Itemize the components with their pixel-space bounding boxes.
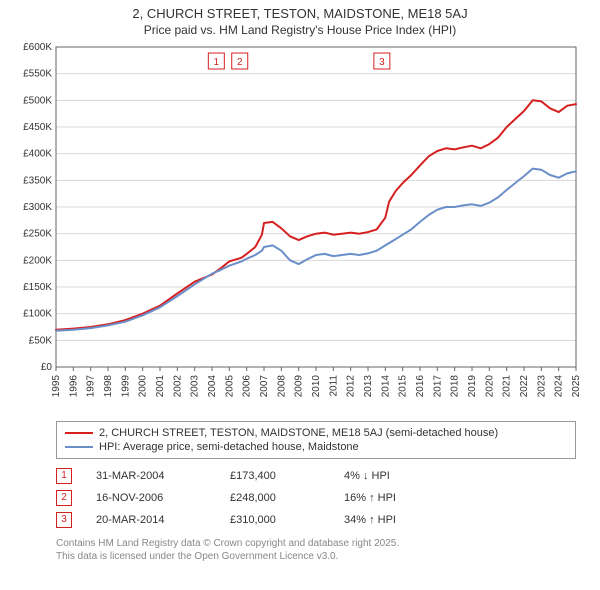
svg-text:£450K: £450K bbox=[23, 122, 52, 133]
svg-text:2016: 2016 bbox=[415, 375, 426, 398]
svg-text:£250K: £250K bbox=[23, 229, 52, 240]
svg-text:2017: 2017 bbox=[432, 375, 443, 398]
svg-text:£500K: £500K bbox=[23, 95, 52, 106]
legend-row: 2, CHURCH STREET, TESTON, MAIDSTONE, ME1… bbox=[65, 426, 567, 440]
svg-text:£350K: £350K bbox=[23, 175, 52, 186]
transaction-marker: 2 bbox=[56, 490, 72, 506]
transaction-row: 2 16-NOV-2006 £248,000 16% ↑ HPI bbox=[10, 487, 590, 509]
svg-text:1999: 1999 bbox=[120, 375, 131, 398]
transaction-delta: 4% ↓ HPI bbox=[344, 470, 454, 482]
footer-line-2: This data is licensed under the Open Gov… bbox=[56, 550, 590, 563]
svg-text:2002: 2002 bbox=[172, 375, 183, 398]
transaction-date: 16-NOV-2006 bbox=[96, 492, 206, 504]
transaction-delta: 34% ↑ HPI bbox=[344, 514, 454, 526]
legend-row: HPI: Average price, semi-detached house,… bbox=[65, 440, 567, 454]
svg-text:£550K: £550K bbox=[23, 69, 52, 80]
svg-text:2004: 2004 bbox=[207, 375, 218, 398]
svg-text:2: 2 bbox=[237, 57, 243, 68]
legend-label: 2, CHURCH STREET, TESTON, MAIDSTONE, ME1… bbox=[99, 427, 498, 439]
svg-text:2015: 2015 bbox=[398, 375, 409, 398]
footer-attribution: Contains HM Land Registry data © Crown c… bbox=[10, 531, 590, 563]
legend-swatch bbox=[65, 432, 93, 434]
chart-subtitle: Price paid vs. HM Land Registry's House … bbox=[10, 23, 590, 37]
svg-text:£50K: £50K bbox=[29, 335, 53, 346]
svg-text:2006: 2006 bbox=[242, 375, 253, 398]
legend-swatch bbox=[65, 446, 93, 448]
svg-text:£200K: £200K bbox=[23, 255, 52, 266]
transaction-date: 31-MAR-2004 bbox=[96, 470, 206, 482]
svg-text:1: 1 bbox=[214, 57, 220, 68]
line-chart-svg: £0 £50K £100K £150K £200K £250K £300K £350K £400… bbox=[10, 43, 590, 413]
svg-text:2022: 2022 bbox=[519, 375, 530, 398]
transaction-row: 1 31-MAR-2004 £173,400 4% ↓ HPI bbox=[10, 465, 590, 487]
chart-area: £0 £50K £100K £150K £200K £250K £300K £350K £400… bbox=[10, 43, 590, 413]
transaction-delta: 16% ↑ HPI bbox=[344, 492, 454, 504]
svg-text:1995: 1995 bbox=[51, 375, 62, 398]
svg-text:2010: 2010 bbox=[311, 375, 322, 398]
transaction-price: £173,400 bbox=[230, 470, 320, 482]
svg-text:2018: 2018 bbox=[450, 375, 461, 398]
svg-text:1997: 1997 bbox=[86, 375, 97, 398]
transaction-price: £248,000 bbox=[230, 492, 320, 504]
footer-line-1: Contains HM Land Registry data © Crown c… bbox=[56, 537, 590, 550]
transaction-marker: 3 bbox=[56, 512, 72, 528]
svg-text:2007: 2007 bbox=[259, 375, 270, 398]
svg-text:2009: 2009 bbox=[294, 375, 305, 398]
svg-text:2019: 2019 bbox=[467, 375, 478, 398]
chart-title: 2, CHURCH STREET, TESTON, MAIDSTONE, ME1… bbox=[10, 6, 590, 21]
svg-text:2020: 2020 bbox=[484, 375, 495, 398]
legend-label: HPI: Average price, semi-detached house,… bbox=[99, 441, 359, 453]
svg-text:£600K: £600K bbox=[23, 43, 52, 53]
svg-text:2011: 2011 bbox=[328, 375, 339, 397]
svg-text:1996: 1996 bbox=[68, 375, 79, 398]
transaction-row: 3 20-MAR-2014 £310,000 34% ↑ HPI bbox=[10, 509, 590, 531]
svg-text:1998: 1998 bbox=[103, 375, 114, 398]
svg-text:£150K: £150K bbox=[23, 282, 52, 293]
svg-text:2001: 2001 bbox=[155, 375, 166, 398]
svg-text:£100K: £100K bbox=[23, 309, 52, 320]
svg-text:2014: 2014 bbox=[380, 375, 391, 398]
svg-text:2012: 2012 bbox=[346, 375, 357, 398]
legend-box: 2, CHURCH STREET, TESTON, MAIDSTONE, ME1… bbox=[56, 421, 576, 459]
svg-text:2008: 2008 bbox=[276, 375, 287, 398]
svg-text:2023: 2023 bbox=[536, 375, 547, 398]
svg-text:£300K: £300K bbox=[23, 202, 52, 213]
svg-text:2024: 2024 bbox=[554, 375, 565, 398]
svg-text:2000: 2000 bbox=[138, 375, 149, 398]
svg-text:£0: £0 bbox=[41, 362, 53, 373]
page-container: 2, CHURCH STREET, TESTON, MAIDSTONE, ME1… bbox=[0, 0, 600, 590]
transaction-date: 20-MAR-2014 bbox=[96, 514, 206, 526]
transaction-marker: 1 bbox=[56, 468, 72, 484]
transaction-list: 1 31-MAR-2004 £173,400 4% ↓ HPI 2 16-NOV-2006… bbox=[10, 465, 590, 531]
svg-text:2013: 2013 bbox=[363, 375, 374, 398]
svg-text:2003: 2003 bbox=[190, 375, 201, 398]
transaction-price: £310,000 bbox=[230, 514, 320, 526]
svg-text:3: 3 bbox=[379, 57, 385, 68]
svg-text:£400K: £400K bbox=[23, 149, 52, 160]
svg-text:2021: 2021 bbox=[502, 375, 513, 398]
svg-text:2005: 2005 bbox=[224, 375, 235, 398]
svg-text:2025: 2025 bbox=[571, 375, 582, 398]
